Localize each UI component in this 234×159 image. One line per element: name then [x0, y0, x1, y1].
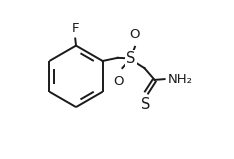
Text: NH₂: NH₂: [168, 73, 193, 86]
Text: S: S: [141, 97, 151, 112]
Text: F: F: [71, 22, 79, 35]
Text: O: O: [130, 28, 140, 41]
Text: S: S: [126, 51, 136, 66]
Text: O: O: [113, 75, 124, 88]
